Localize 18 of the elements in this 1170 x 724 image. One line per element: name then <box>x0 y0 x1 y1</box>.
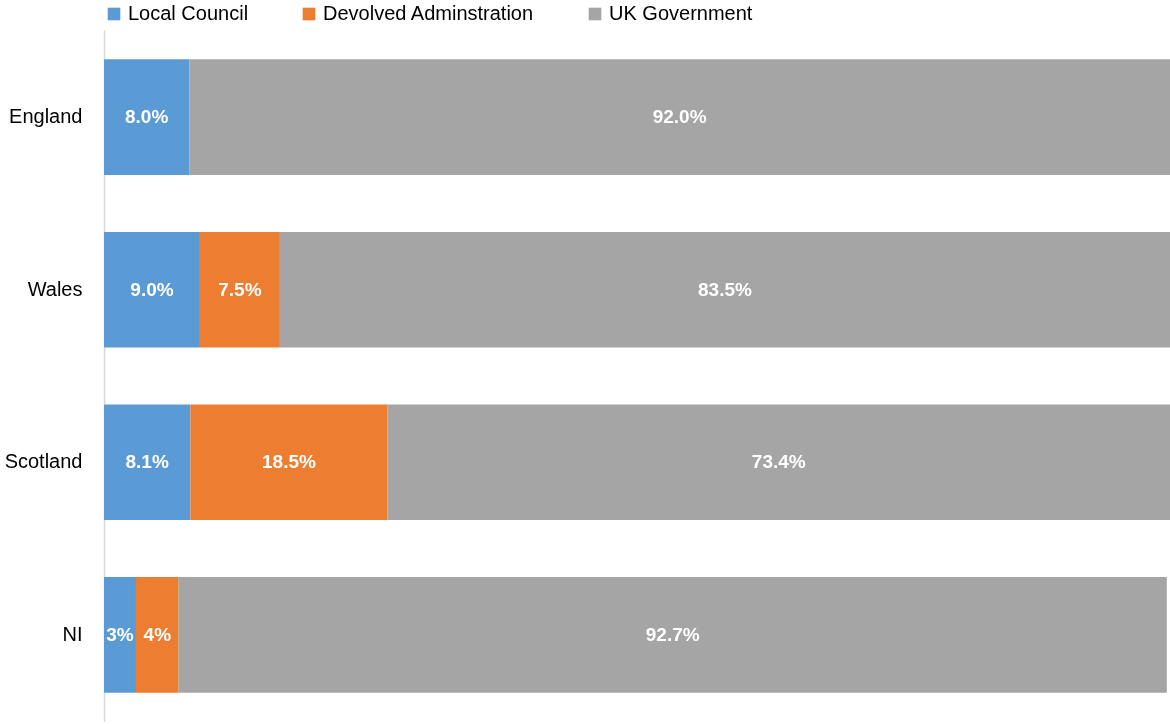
y-tick-label: England <box>9 105 83 128</box>
data-label: 73.4% <box>751 451 806 473</box>
y-tick-label: NI <box>62 622 83 645</box>
data-label: 83.5% <box>698 278 752 300</box>
data-label: 18.5% <box>262 451 316 473</box>
data-label: 92.0% <box>652 106 707 128</box>
data-label: 8.0% <box>124 106 169 128</box>
data-label: 92.7% <box>645 623 700 645</box>
data-label: 3% <box>106 623 134 645</box>
legend-label: Local Council <box>128 2 249 24</box>
data-label: 4% <box>143 623 172 645</box>
data-label: 9.0% <box>130 278 174 300</box>
data-label: 7.5% <box>218 278 262 300</box>
y-tick-label: Scotland <box>4 450 83 473</box>
data-label: 8.1% <box>125 451 169 473</box>
legend-label: UK Government <box>609 2 753 24</box>
legend-label: Devolved Adminstration <box>323 2 534 24</box>
y-tick-label: Wales <box>27 277 83 300</box>
